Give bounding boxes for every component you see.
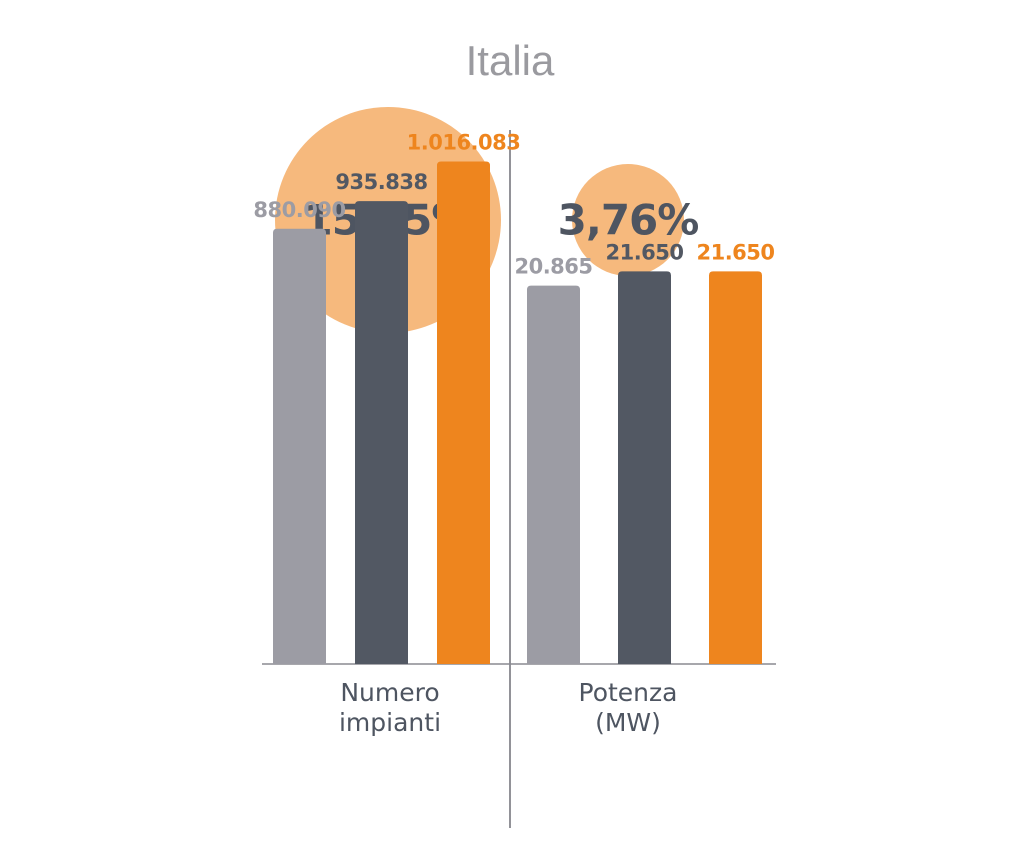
bar bbox=[437, 161, 490, 664]
percentage-bubble bbox=[572, 164, 684, 276]
bar bbox=[709, 271, 762, 664]
bar bbox=[273, 228, 326, 664]
category-label: Numero impianti bbox=[339, 678, 441, 737]
percentage-label: 3,76% bbox=[558, 196, 699, 245]
bar-value-label: 880.090 bbox=[253, 198, 345, 222]
panel-2: 3,76% 20.865 21.650 21.650 Potenza (MW) bbox=[514, 164, 775, 737]
bar-value-label: 21.650 bbox=[605, 240, 683, 264]
bar bbox=[527, 285, 580, 664]
panel-1: 15,45%880.090935.8381.016.083Numeroimpia… bbox=[253, 107, 521, 737]
category-label: Potenza (MW) bbox=[579, 678, 678, 737]
bar-value-label: 20.865 bbox=[514, 255, 592, 279]
bar-value-label: 1.016.083 bbox=[407, 131, 521, 155]
bar bbox=[355, 201, 408, 664]
chart-title: Italia bbox=[466, 37, 555, 84]
bar-value-label: 21.650 bbox=[696, 240, 774, 264]
bar-value-label: 935.838 bbox=[335, 170, 427, 194]
bar bbox=[618, 271, 671, 664]
